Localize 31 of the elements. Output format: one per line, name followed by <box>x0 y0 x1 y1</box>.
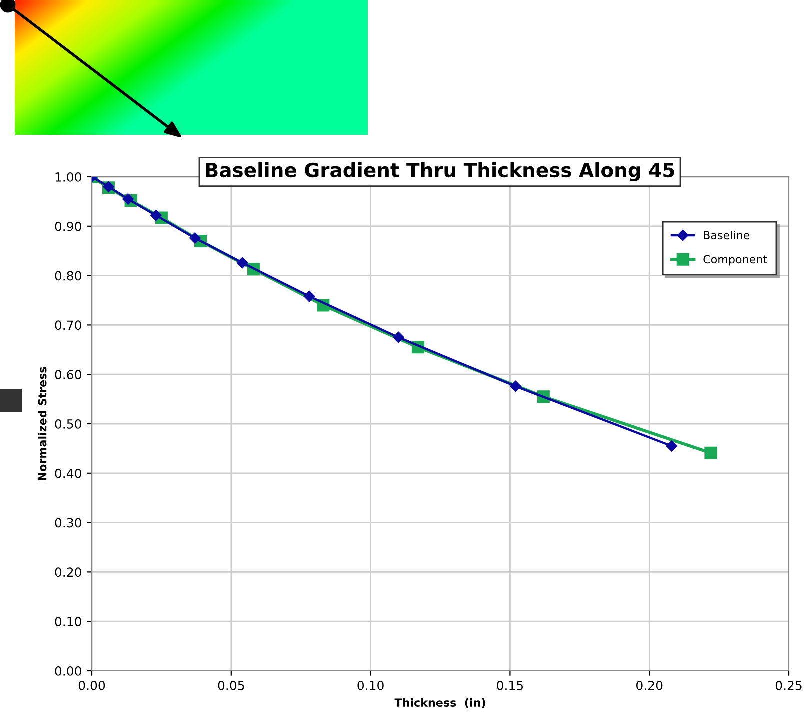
x-tick-label: 0.15 <box>497 680 524 690</box>
point <box>122 194 134 205</box>
x-tick-label: 0.10 <box>358 680 384 690</box>
x-axis-title: Thickness (in) <box>394 698 486 708</box>
y-tick-label: 1.00 <box>56 172 82 182</box>
point <box>190 232 201 244</box>
legend-label: Baseline <box>704 230 750 240</box>
point <box>236 257 248 269</box>
y-tick-label: 0.20 <box>55 568 82 578</box>
y-axis-title: Normalized Stress <box>38 367 47 480</box>
y-tick-label: 0.80 <box>55 271 82 281</box>
chart-title: Baseline Gradient Thru Thickness Along 45 <box>206 162 674 182</box>
y-tick-label: 0.30 <box>55 518 82 528</box>
y-tick-label: 0.00 <box>55 666 82 676</box>
point <box>510 380 522 392</box>
x-tick-label: 0.00 <box>78 680 106 690</box>
point <box>304 290 316 302</box>
legend-label: Component <box>704 255 768 266</box>
y-tick-label: 0.40 <box>55 468 82 478</box>
x-tick-label: 0.05 <box>218 680 244 690</box>
point <box>150 210 162 222</box>
y-tick-label: 0.90 <box>55 222 82 232</box>
point <box>704 446 718 460</box>
x-tick-label: 0.25 <box>776 680 802 690</box>
y-tick-label: 0.60 <box>55 370 82 380</box>
y-tick-label: 0.50 <box>55 419 82 429</box>
x-tick-label: 0.20 <box>636 680 663 690</box>
y-tick-label: 0.10 <box>55 617 82 627</box>
y-tick-label: 0.70 <box>55 320 82 330</box>
point <box>393 332 404 344</box>
point <box>666 440 678 452</box>
